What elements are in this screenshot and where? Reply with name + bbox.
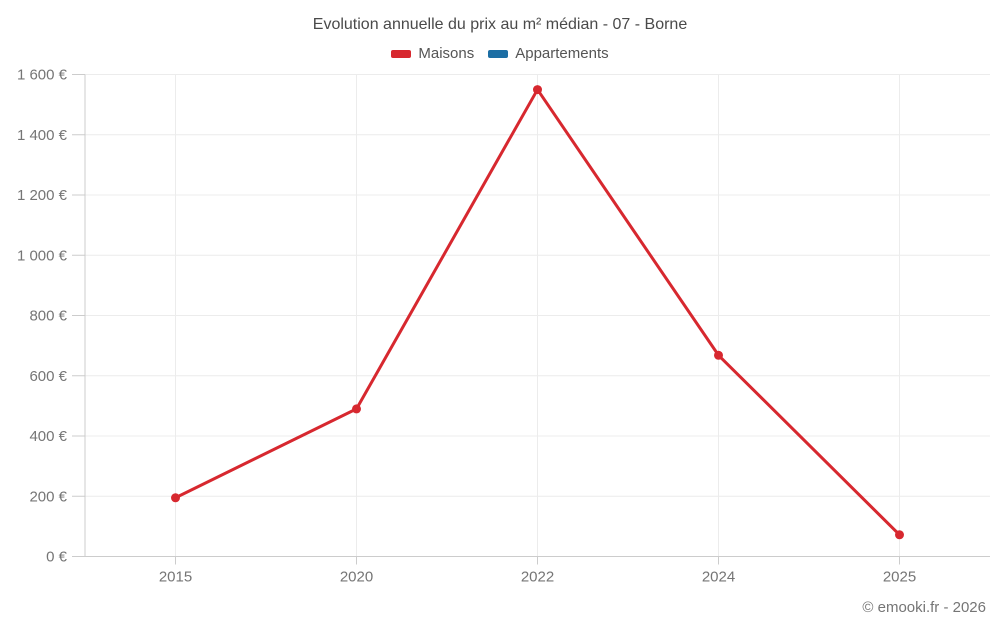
maisons-data-point[interactable] [352, 404, 361, 414]
appartements-legend-label: Appartements [515, 45, 609, 62]
y-tick-label: 800 € [29, 308, 67, 325]
y-tick-label: 200 € [29, 488, 67, 505]
chart-legend: Maisons Appartements [0, 45, 1000, 62]
maisons-data-point[interactable] [895, 530, 904, 540]
y-tick-label: 1 400 € [17, 127, 68, 144]
x-tick-label: 2015 [159, 569, 192, 586]
y-tick-label: 1 200 € [17, 187, 68, 204]
chart-title: Evolution annuelle du prix au m² médian … [312, 16, 688, 33]
y-tick-label: 0 € [46, 549, 68, 566]
maisons-data-point[interactable] [714, 350, 723, 360]
maisons-data-point[interactable] [171, 493, 180, 503]
appartements-legend-swatch-icon [488, 49, 509, 58]
x-tick-label: 2024 [702, 569, 735, 586]
maisons-legend-label: Maisons [418, 45, 475, 62]
y-tick-label: 600 € [29, 368, 67, 385]
maisons-legend-swatch-icon [391, 49, 412, 58]
legend-item-appartements[interactable]: Appartements [488, 45, 609, 62]
y-tick-label: 400 € [29, 428, 67, 445]
y-tick-label: 1 600 € [17, 67, 68, 84]
x-tick-label: 2022 [521, 569, 554, 586]
y-tick-label: 1 000 € [17, 247, 68, 264]
maisons-data-point[interactable] [533, 85, 542, 95]
legend-item-maisons[interactable]: Maisons [391, 45, 474, 62]
x-tick-label: 2020 [340, 569, 373, 586]
copyright-text: © emooki.fr - 2026 [862, 599, 986, 616]
x-tick-label: 2025 [883, 569, 916, 586]
